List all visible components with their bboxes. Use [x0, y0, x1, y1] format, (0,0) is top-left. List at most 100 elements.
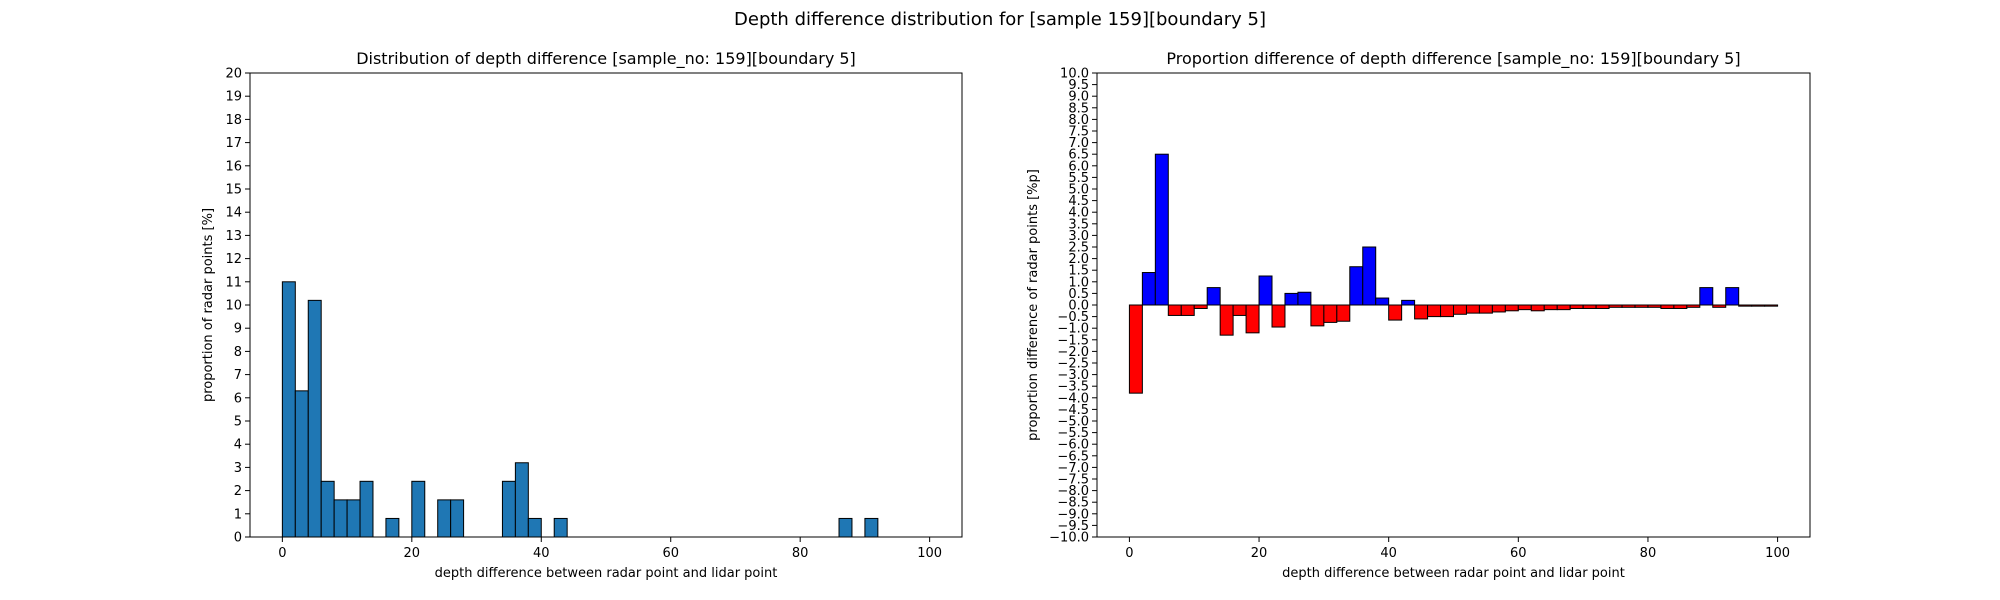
y-tick-label: −4.5	[1057, 403, 1089, 418]
bar	[838, 517, 853, 538]
y-tick-label: 5.5	[1068, 171, 1089, 186]
bar	[1647, 304, 1662, 308]
y-tick-label: 2.5	[1068, 241, 1089, 256]
bar	[1491, 304, 1506, 313]
bar	[1569, 304, 1584, 309]
bar	[1310, 304, 1325, 327]
bar	[1608, 304, 1623, 308]
bar	[1362, 246, 1377, 306]
bar	[864, 517, 879, 538]
x-axis-label: depth difference between radar point and…	[435, 566, 778, 581]
y-tick-label: −5.0	[1057, 415, 1089, 430]
bar	[1323, 304, 1338, 323]
x-tick-label: 40	[1380, 546, 1397, 561]
bar	[1193, 304, 1208, 309]
y-tick-label: 9.5	[1068, 78, 1089, 93]
y-tick-label: −8.5	[1057, 496, 1089, 511]
y-tick-label: 5.0	[1068, 183, 1089, 198]
bar	[1258, 275, 1273, 306]
y-tick-label: 13	[225, 229, 242, 244]
bar	[1401, 299, 1416, 306]
bar	[1219, 304, 1234, 336]
y-tick-label: −1.0	[1057, 322, 1089, 337]
bar	[1699, 287, 1714, 306]
bar	[1673, 304, 1688, 309]
bar	[1582, 304, 1597, 309]
bar	[1478, 304, 1493, 314]
y-tick-label: −3.0	[1057, 368, 1089, 383]
bar	[553, 517, 568, 538]
y-tick-label: 9	[234, 322, 242, 337]
y-axis-label: proportion of radar points [%]	[201, 208, 216, 402]
y-tick-label: 8.0	[1068, 113, 1089, 128]
bar	[333, 499, 348, 538]
bar	[1349, 266, 1364, 306]
bar	[307, 299, 322, 538]
y-tick-label: −10.0	[1049, 531, 1089, 546]
y-tick-label: −0.5	[1057, 310, 1089, 325]
y-tick-label: 5	[234, 415, 242, 430]
y-tick-label: 18	[225, 113, 242, 128]
x-tick-label: 60	[662, 546, 679, 561]
bar	[1751, 304, 1766, 307]
bar	[1738, 304, 1753, 307]
bar	[1297, 291, 1312, 306]
bar	[294, 390, 309, 538]
bar	[1440, 304, 1455, 318]
y-tick-label: 2	[234, 484, 242, 499]
chart-title: Proportion difference of depth differenc…	[1166, 49, 1740, 69]
bar	[346, 499, 361, 538]
y-tick-label: 15	[225, 183, 242, 198]
y-tick-label: 7.5	[1068, 125, 1089, 140]
bar	[1180, 304, 1195, 316]
y-tick-label: 17	[225, 136, 242, 151]
y-tick-label: 0.0	[1068, 299, 1089, 314]
x-axis-label: depth difference between radar point and…	[1282, 566, 1625, 581]
y-tick-label: 7	[234, 368, 242, 383]
bar	[1634, 304, 1649, 308]
bar	[1206, 287, 1221, 306]
bar	[1504, 304, 1519, 312]
y-tick-label: 1	[234, 507, 242, 522]
x-tick-label: 80	[792, 546, 809, 561]
bar	[1764, 304, 1779, 307]
bar	[1465, 304, 1480, 314]
y-tick-label: 9.0	[1068, 90, 1089, 105]
y-tick-label: 11	[225, 275, 242, 290]
bar	[1686, 304, 1701, 308]
y-tick-label: 10.0	[1060, 67, 1089, 82]
bar	[1453, 304, 1467, 315]
y-tick-label: 3.5	[1068, 217, 1089, 232]
y-tick-label: 4.5	[1068, 194, 1089, 209]
bar	[1336, 304, 1351, 322]
proportion-difference-chart: 0 20 40 60 80 100 −10.0−9.5−9.0−8.5−8.0−7.5−7.…	[1026, 49, 1811, 581]
x-tick-label: 80	[1640, 546, 1657, 561]
bar	[1595, 304, 1610, 309]
y-tick-label: 3.0	[1068, 229, 1089, 244]
y-tick-label: 4.0	[1068, 206, 1089, 221]
bar	[1128, 304, 1143, 394]
x-tick-label: 0	[278, 546, 286, 561]
bar	[1154, 153, 1169, 306]
bar	[385, 517, 400, 538]
y-tick-label: 10	[225, 299, 242, 314]
bar	[1530, 304, 1545, 312]
plot-frame	[249, 72, 963, 538]
bar	[1141, 272, 1156, 306]
bar	[1232, 304, 1247, 316]
distribution-chart: 0 20 40 60 80 1000123456789101112131415161718…	[201, 49, 963, 581]
bar	[450, 499, 465, 538]
bar	[1284, 292, 1299, 306]
bar	[281, 281, 296, 538]
x-tick-label: 0	[1125, 546, 1133, 561]
x-tick-label: 100	[917, 546, 942, 561]
y-tick-label: −3.5	[1057, 380, 1089, 395]
y-tick-label: −8.0	[1057, 484, 1089, 499]
bar	[1271, 304, 1286, 328]
y-tick-label: −1.5	[1057, 333, 1089, 348]
y-tick-label: −7.5	[1057, 473, 1089, 488]
bar	[527, 517, 542, 538]
bar	[1414, 304, 1429, 320]
y-axis-label: proportion difference of radar points [%…	[1026, 169, 1041, 441]
